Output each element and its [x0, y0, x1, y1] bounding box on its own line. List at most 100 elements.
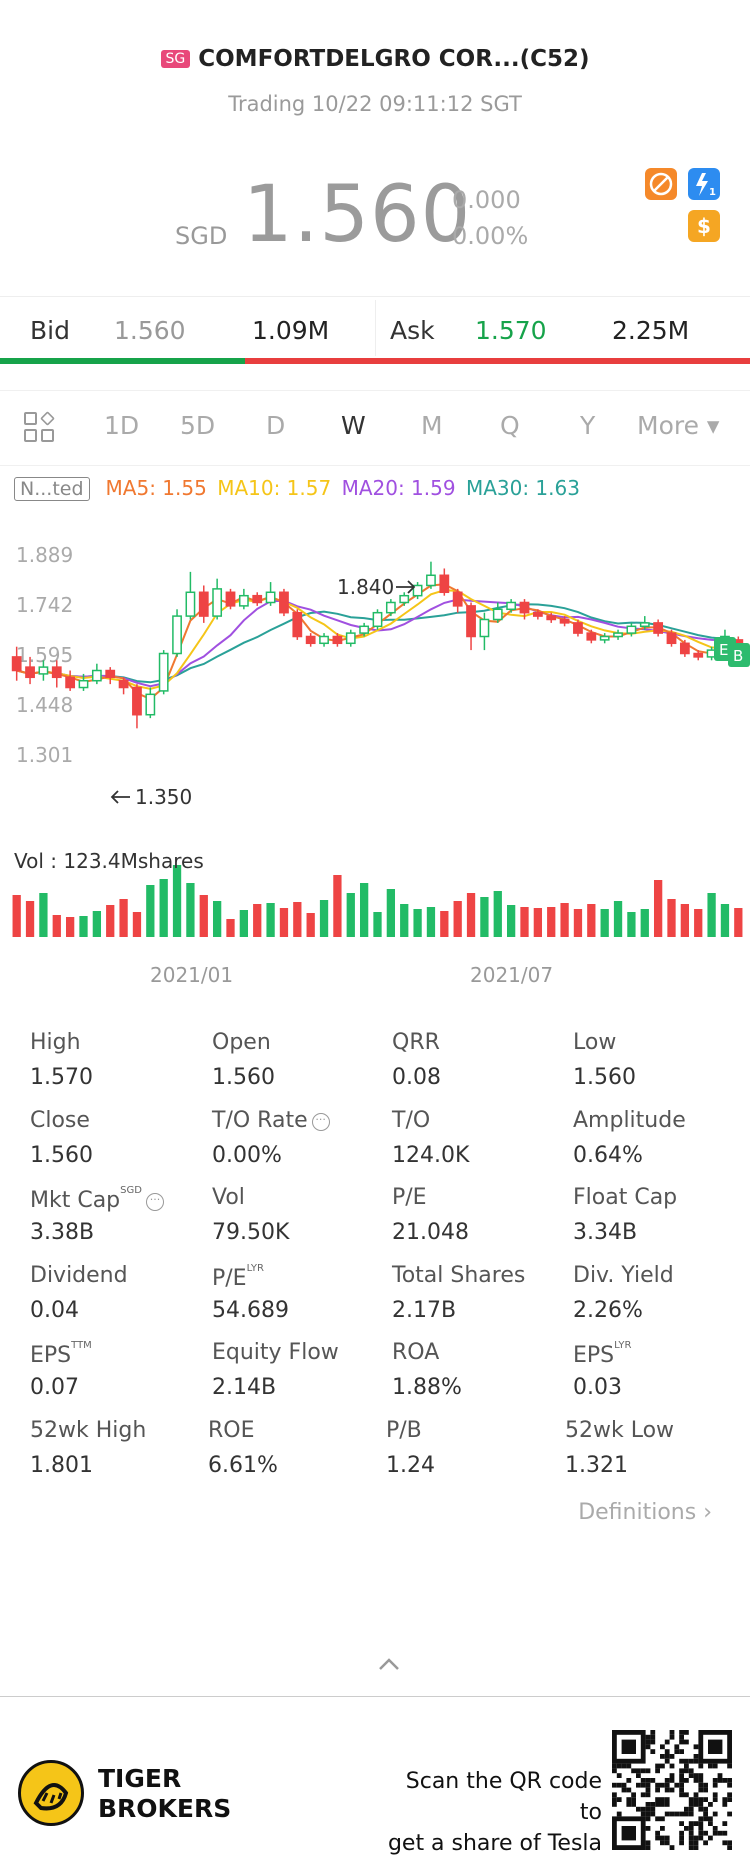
volume-bar [640, 909, 649, 937]
volume-bar [293, 902, 302, 937]
stat-label: Open [212, 1030, 271, 1055]
candle [546, 615, 557, 621]
volume-bar [306, 913, 315, 937]
stat-label: ROE [208, 1417, 255, 1443]
candle [238, 594, 249, 607]
volume-bar [12, 895, 21, 937]
stat-value: 3.34B [573, 1220, 638, 1245]
candle [626, 625, 637, 634]
volume-bar [39, 893, 48, 937]
tab-m[interactable]: M [421, 411, 443, 440]
stat-label: Mkt CapSGD··· [30, 1185, 164, 1213]
tab-q[interactable]: Q [500, 411, 520, 440]
volume-bar [346, 893, 355, 937]
stock-title: SG COMFORTDELGRO COR...(C52) [0, 46, 750, 72]
volume-bar [600, 909, 609, 937]
x-tick-2021-01: 2021/01 [150, 963, 233, 987]
dollar-icon[interactable]: $ [688, 210, 720, 242]
scan-text: Scan the QR code to get a share of Tesla [387, 1769, 602, 1856]
tab-5d[interactable]: 5D [180, 411, 216, 440]
tab-1d[interactable]: 1D [104, 411, 140, 440]
stat-value: 2.26% [573, 1297, 643, 1323]
tab-more[interactable]: More ▾ [637, 411, 720, 440]
volume-bar [707, 893, 716, 937]
stat-value: 1.801 [30, 1452, 93, 1478]
stat-label: Equity Flow [212, 1340, 339, 1365]
volume-bar [453, 901, 462, 937]
candle [118, 679, 129, 689]
bid-price[interactable]: 1.560 [114, 316, 186, 345]
info-icon[interactable]: ··· [145, 1193, 164, 1211]
candle [385, 601, 396, 614]
candle [506, 601, 517, 611]
chevron-up-icon[interactable] [377, 1656, 401, 1672]
candle [466, 605, 476, 638]
candle [599, 635, 610, 641]
candle [426, 574, 436, 587]
volume-bar [92, 911, 102, 937]
candle [51, 666, 62, 679]
stat-value: 79.50K [212, 1220, 290, 1245]
currency-label: SGD [175, 222, 228, 250]
volume-bar [466, 893, 476, 937]
volume-bar [613, 901, 623, 937]
period-tabs: 1D 5D D W M Q Y More ▾ [0, 390, 750, 466]
tab-y[interactable]: Y [580, 411, 596, 440]
x-tick-2021-07: 2021/07 [470, 963, 553, 987]
event-marker-2[interactable] [728, 643, 750, 667]
volume-bar [400, 904, 409, 937]
volume-bar [560, 903, 569, 937]
tab-w[interactable]: W [341, 411, 366, 440]
chart-layout-icon[interactable] [24, 411, 56, 444]
candle [105, 669, 116, 679]
volume-bar [694, 909, 703, 937]
volume-bar [493, 891, 502, 937]
volume-bar [359, 883, 369, 937]
brand-name: TIGER BROKERS [98, 1764, 232, 1823]
volume-bar [386, 889, 396, 937]
candle [345, 632, 356, 645]
volume-bar [413, 909, 422, 937]
tab-d[interactable]: D [266, 411, 286, 440]
change-percent: 0.00% [452, 222, 529, 250]
volume-label: Vol : 123.4Mshares [14, 849, 204, 873]
stat-value: 0.08 [392, 1065, 441, 1090]
volume-bar [132, 912, 142, 937]
volume-bar [52, 915, 61, 937]
volume-bar [25, 901, 35, 937]
ma30-value: MA30: 1.63 [465, 476, 580, 500]
candle [132, 686, 142, 716]
candle [319, 635, 329, 645]
ask-price[interactable]: 1.570 [475, 316, 547, 345]
ma10-line [16, 589, 739, 690]
volume-bar [253, 904, 262, 937]
stock-name: COMFORTDELGRO COR...(C52) [198, 46, 590, 72]
ma-legend: N...ted MA5: 1.55 MA10: 1.57 MA20: 1.59 M… [14, 476, 584, 501]
candle [279, 591, 289, 614]
adjust-badge[interactable]: N...ted [14, 477, 90, 501]
ma5-value: MA5: 1.55 [105, 476, 207, 500]
candle [252, 594, 263, 604]
info-icon[interactable]: ··· [311, 1112, 330, 1131]
candle [439, 574, 450, 594]
volume-bar [373, 912, 382, 937]
volume-bar [426, 907, 436, 937]
y-tick-label: 1.301 [16, 743, 73, 767]
y-tick-label: 1.742 [16, 593, 73, 617]
candle [412, 584, 423, 597]
volume-bar [333, 875, 342, 937]
stat-value: 0.64% [573, 1142, 643, 1168]
volume-bar [172, 865, 182, 937]
volume-bar [226, 919, 235, 937]
lightning-1-icon[interactable]: 1 [688, 168, 720, 200]
stat-value: 0.00% [212, 1142, 282, 1168]
stat-value: 0.04 [30, 1297, 79, 1323]
stat-value: 2.17B [392, 1297, 457, 1323]
candle [573, 622, 583, 634]
stat-label: P/ELYR [212, 1262, 264, 1291]
no-commission-icon[interactable] [645, 168, 677, 200]
definitions-link[interactable]: Definitions › [578, 1500, 712, 1525]
stat-sup: LYR [614, 1340, 632, 1351]
candle [11, 656, 22, 672]
